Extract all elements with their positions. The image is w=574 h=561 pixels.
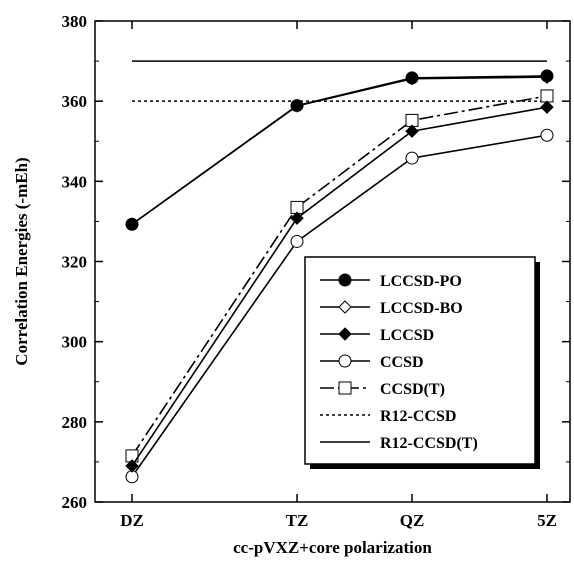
data-point-open-circle — [338, 354, 352, 368]
data-point-open-circle — [290, 234, 304, 248]
legend-label: R12-CCSD(T) — [380, 435, 478, 452]
data-point-filled-diamond — [290, 211, 304, 225]
y-tick-label: 320 — [62, 253, 88, 272]
series-line — [131, 134, 548, 478]
legend: LCCSD-PO LCCSD-BO LCCSD CCSD CCSD(T) R12-CCSD… — [304, 256, 540, 469]
series-lccsd — [125, 100, 554, 473]
y-tick-label: 340 — [62, 172, 88, 191]
data-point-filled-circle — [540, 69, 554, 83]
legend-label: CCSD(T) — [380, 381, 445, 398]
series-line — [131, 106, 548, 467]
series-ccsd-t- — [125, 89, 554, 463]
legend-label: LCCSD-PO — [380, 273, 462, 290]
data-point-filled-diamond — [125, 459, 139, 473]
series-lccsd-po — [125, 69, 554, 231]
data-point-open-square — [338, 381, 352, 395]
legend-label: LCCSD — [380, 327, 434, 344]
data-point-open-diamond — [338, 300, 352, 314]
series-line — [131, 75, 548, 225]
y-axis-ticks: 260 280 300 320 340 360 380 — [62, 12, 570, 512]
data-point-filled-circle — [338, 273, 352, 287]
data-point-open-square — [540, 89, 554, 103]
x-axis-ticks: DZ TZ QZ 5Z — [120, 21, 557, 530]
x-tick-label: 5Z — [537, 511, 557, 530]
y-tick-label: 280 — [62, 413, 88, 432]
data-point-filled-circle — [125, 217, 139, 231]
y-tick-label: 260 — [62, 493, 88, 512]
y-tick-label: 300 — [62, 333, 88, 352]
y-tick-label: 380 — [62, 12, 88, 31]
series-layer — [125, 60, 554, 484]
x-tick-label: TZ — [286, 511, 309, 530]
y-tick-label: 360 — [62, 92, 88, 111]
series-ccsd — [125, 128, 554, 484]
data-point-open-circle — [405, 151, 419, 165]
x-tick-label: QZ — [400, 511, 425, 530]
plot-frame — [94, 20, 571, 503]
data-point-open-circle — [540, 128, 554, 142]
legend-label: LCCSD-BO — [380, 300, 463, 317]
data-point-filled-diamond — [338, 327, 352, 341]
x-tick-label: DZ — [120, 511, 144, 530]
series-line — [131, 95, 548, 457]
data-point-filled-circle — [405, 71, 419, 85]
data-point-filled-diamond — [405, 124, 419, 138]
legend-label: CCSD — [380, 354, 424, 371]
legend-label: R12-CCSD — [380, 408, 456, 425]
data-point-filled-circle — [290, 99, 304, 113]
x-axis-title: cc-pVXZ+core polarization — [233, 538, 432, 557]
series-line — [131, 76, 548, 225]
y-axis-title: Correlation Energies (-mEh) — [12, 157, 31, 365]
data-point-filled-diamond — [540, 100, 554, 114]
